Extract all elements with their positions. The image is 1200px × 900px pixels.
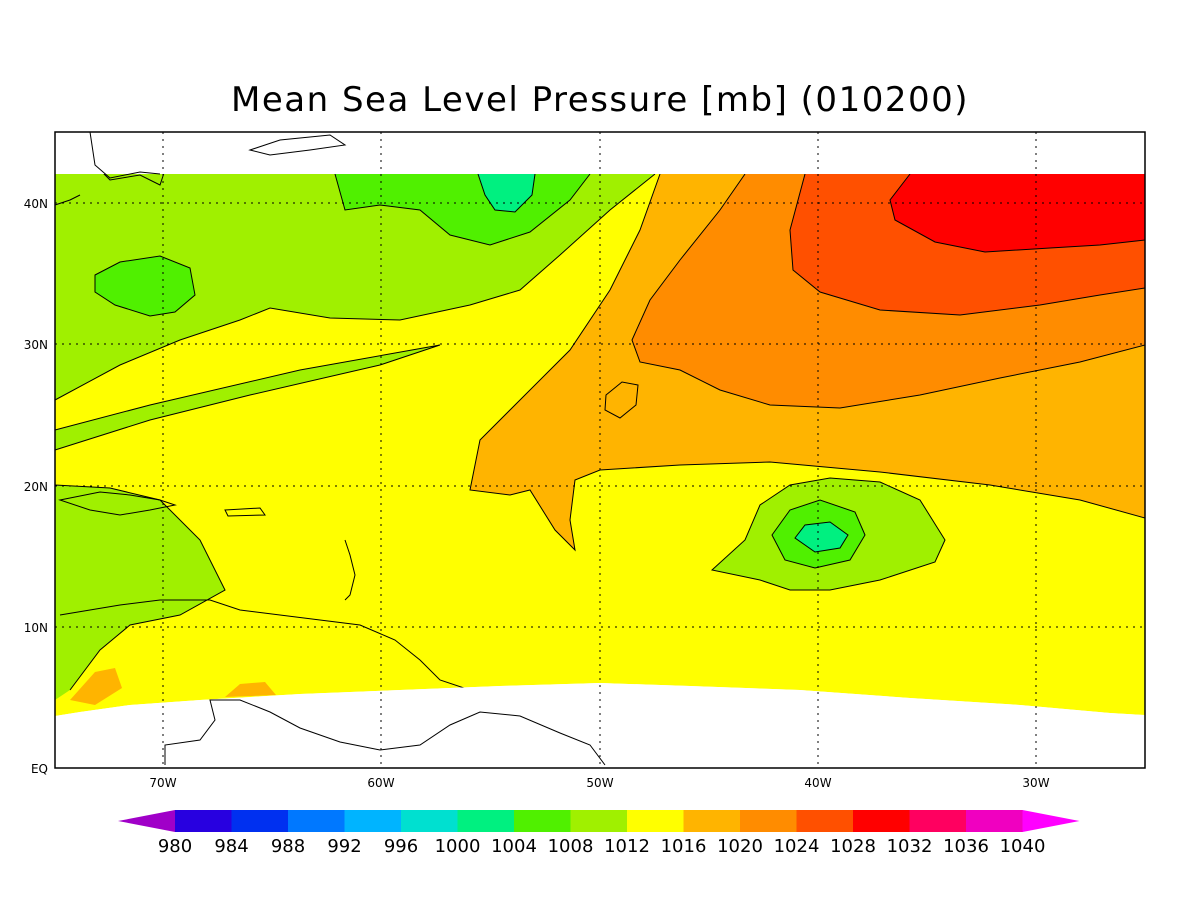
colorbar-label: 1040 bbox=[1000, 836, 1046, 857]
pressure-spot-mid bbox=[605, 382, 638, 418]
pressure-region-caribbean bbox=[55, 485, 225, 700]
lat-label-10n: 10N bbox=[24, 621, 48, 635]
colorbar-label: 1008 bbox=[548, 836, 594, 857]
pressure-spot-southwest bbox=[70, 668, 122, 705]
colorbar-label: 996 bbox=[384, 836, 418, 857]
pressure-region-west-lower bbox=[95, 256, 195, 316]
plot-border bbox=[54, 131, 1146, 769]
pressure-spot-south bbox=[225, 682, 276, 697]
colorbar-swatch bbox=[627, 810, 684, 832]
colorbar-swatch bbox=[740, 810, 797, 832]
colorbar-swatch bbox=[570, 810, 628, 832]
colorbar-label: 980 bbox=[158, 836, 192, 857]
colorbar bbox=[118, 810, 1080, 832]
colorbar-swatch bbox=[683, 810, 741, 832]
pressure-region-low-core bbox=[795, 522, 848, 552]
colorbar-swatch bbox=[344, 810, 402, 832]
pressure-region-north-lowest bbox=[478, 174, 535, 212]
lon-label-40w: 40W bbox=[804, 776, 831, 790]
mask-south bbox=[55, 683, 1145, 768]
colorbar-labels: 980 984 988 992 996 1000 1004 1008 1012 1016 1020 1… bbox=[158, 836, 1046, 857]
colorbar-label: 1036 bbox=[943, 836, 989, 857]
lon-label-60w: 60W bbox=[367, 776, 394, 790]
lat-label-eq: EQ bbox=[31, 762, 48, 776]
colorbar-swatch bbox=[796, 810, 854, 832]
lon-axis: 70W 60W 50W 40W 30W bbox=[149, 776, 1049, 790]
lat-label-30n: 30N bbox=[24, 338, 48, 352]
colorbar-swatch bbox=[175, 810, 232, 832]
coastlines-masked bbox=[89, 131, 606, 766]
lat-label-20n: 20N bbox=[24, 480, 48, 494]
colorbar-arrow-low bbox=[118, 810, 175, 832]
colorbar-swatch bbox=[288, 810, 345, 832]
colorbar-label: 1012 bbox=[604, 836, 650, 857]
colorbar-label: 1016 bbox=[661, 836, 707, 857]
isobar-lines bbox=[54, 173, 1146, 691]
colorbar-swatch bbox=[909, 810, 967, 832]
lat-label-40n: 40N bbox=[24, 197, 48, 211]
colorbar-label: 1000 bbox=[435, 836, 481, 857]
pressure-region-tongue bbox=[55, 345, 440, 450]
colorbar-swatch bbox=[853, 810, 910, 832]
colorbar-label: 1024 bbox=[774, 836, 820, 857]
lat-axis: 40N 30N 20N 10N EQ bbox=[24, 197, 48, 776]
pressure-region-east-highest bbox=[890, 174, 1145, 252]
map-title: Mean Sea Level Pressure [mb] (010200) bbox=[231, 80, 969, 120]
lon-label-50w: 50W bbox=[586, 776, 613, 790]
colorbar-label: 992 bbox=[327, 836, 361, 857]
grid-lines bbox=[55, 132, 1145, 768]
colorbar-swatch bbox=[966, 810, 1023, 832]
colorbar-swatch bbox=[231, 810, 289, 832]
colorbar-arrow-high bbox=[1022, 810, 1080, 832]
colorbar-label: 1004 bbox=[491, 836, 537, 857]
colorbar-swatch bbox=[457, 810, 515, 832]
colorbar-label: 984 bbox=[214, 836, 248, 857]
lon-label-70w: 70W bbox=[149, 776, 176, 790]
colorbar-label: 1028 bbox=[830, 836, 876, 857]
colorbar-label: 1032 bbox=[887, 836, 933, 857]
colorbar-swatch bbox=[401, 810, 458, 832]
lon-label-30w: 30W bbox=[1022, 776, 1049, 790]
colorbar-label: 988 bbox=[271, 836, 305, 857]
colorbar-swatch bbox=[514, 810, 571, 832]
colorbar-label: 1020 bbox=[717, 836, 763, 857]
